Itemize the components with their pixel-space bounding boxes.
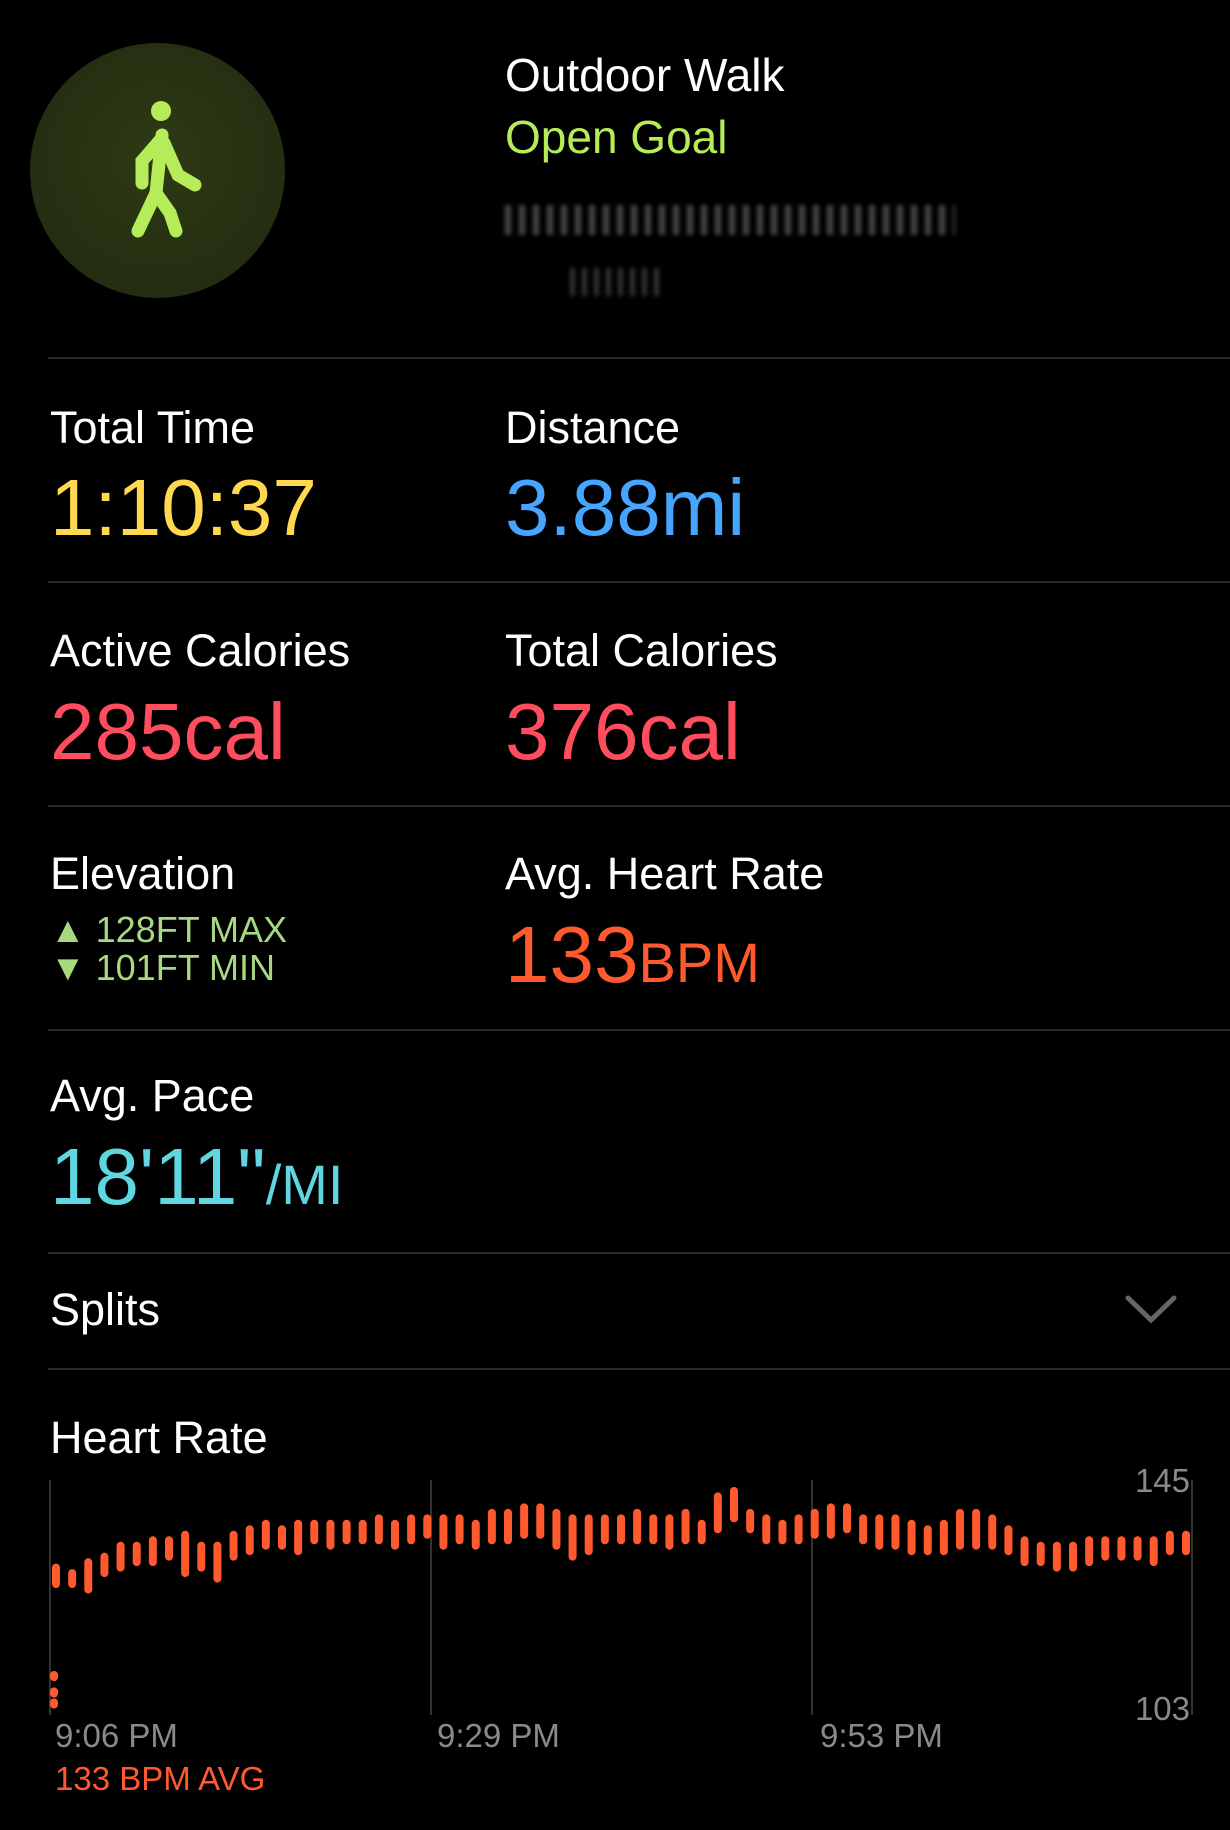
workout-icon-badge <box>30 43 285 298</box>
avg-bpm-label: 133 BPM AVG <box>55 1760 266 1797</box>
distance-value: 3.88mi <box>505 468 745 548</box>
figure-walk-icon <box>131 101 202 238</box>
y-tick-min: 103 <box>1134 1690 1190 1727</box>
redacted-text <box>570 268 660 296</box>
elevation-max-value: 128FT MAX <box>95 909 288 950</box>
total-calories-value: 376cal <box>505 692 741 772</box>
active-calories-unit: cal <box>183 687 286 776</box>
splits-row[interactable]: Splits <box>0 1254 1230 1368</box>
heart-rate-title: Heart Rate <box>50 1412 268 1463</box>
elevation-label: Elevation <box>50 848 236 899</box>
divider <box>48 581 1230 583</box>
divider <box>48 1368 1230 1370</box>
triangle-down-icon: ▼ <box>50 947 96 988</box>
heart-rate-chart <box>49 1480 1193 1715</box>
workout-goal: Open Goal <box>505 111 728 163</box>
active-calories-number: 285 <box>50 687 184 776</box>
divider <box>48 1029 1230 1031</box>
splits-label: Splits <box>50 1284 161 1335</box>
avg-pace-label: Avg. Pace <box>50 1070 255 1121</box>
avg-heart-rate-value: 133BPM <box>505 915 760 995</box>
x-tick-label: 9:29 PM <box>437 1717 560 1754</box>
avg-pace-unit: /MI <box>265 1153 344 1216</box>
avg-heart-rate-number: 133 <box>505 910 639 999</box>
active-calories-label: Active Calories <box>50 625 351 676</box>
total-calories-number: 376 <box>505 687 639 776</box>
active-calories-value: 285cal <box>50 692 286 772</box>
distance-unit: mi <box>660 463 746 552</box>
redacted-location <box>505 205 955 235</box>
total-time-value: 1:10:37 <box>50 463 317 552</box>
y-tick-max: 145 <box>1134 1462 1190 1499</box>
total-time-label: Total Time <box>50 402 256 453</box>
divider <box>48 1252 1230 1254</box>
workout-title: Outdoor Walk <box>505 49 785 101</box>
avg-pace-number: 18'11" <box>50 1132 266 1221</box>
divider <box>48 805 1230 807</box>
elevation-max: ▲ 128FT MAX <box>50 910 287 950</box>
x-tick-label: 9:53 PM <box>820 1717 943 1754</box>
elevation-min: ▼ 101FT MIN <box>50 948 275 988</box>
total-calories-unit: cal <box>638 687 741 776</box>
chevron-down-icon <box>1125 1295 1177 1324</box>
elevation-min-value: 101FT MIN <box>95 947 276 988</box>
divider <box>48 357 1230 359</box>
x-tick-label: 9:06 PM <box>55 1717 178 1754</box>
triangle-up-icon: ▲ <box>50 909 96 950</box>
avg-pace-value: 18'11"/MI <box>50 1137 343 1217</box>
avg-heart-rate-label: Avg. Heart Rate <box>505 848 825 899</box>
total-calories-label: Total Calories <box>505 625 778 676</box>
distance-number: 3.88 <box>505 463 661 552</box>
distance-label: Distance <box>505 402 681 453</box>
avg-heart-rate-unit: BPM <box>638 931 760 994</box>
